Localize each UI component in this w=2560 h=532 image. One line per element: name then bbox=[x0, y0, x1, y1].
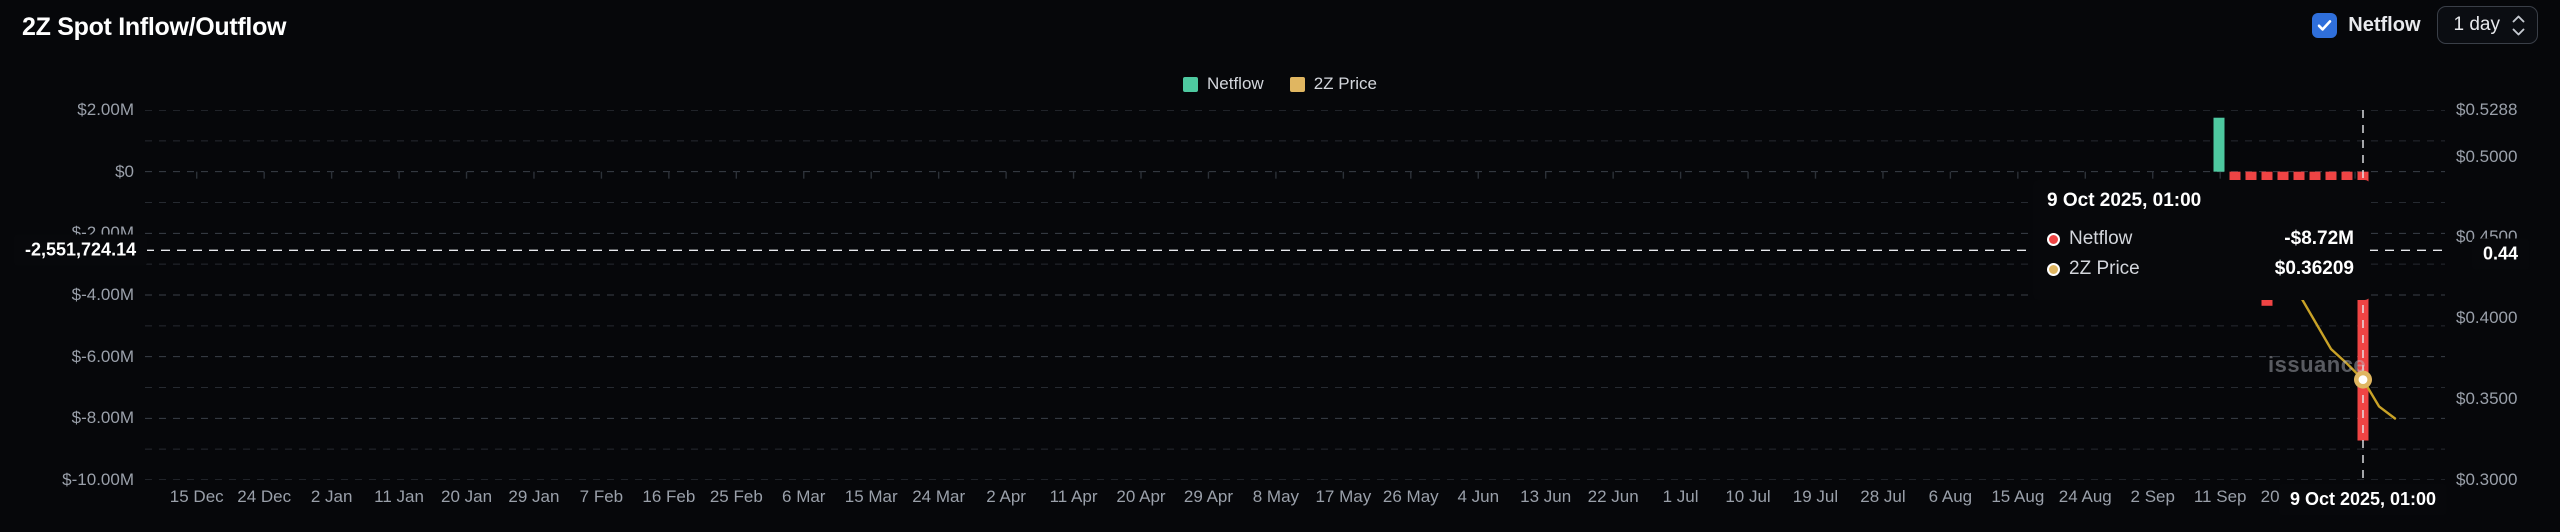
tooltip-value-2z-price: $0.36209 bbox=[2274, 258, 2354, 279]
legend-swatch-2z-price bbox=[1289, 76, 1305, 92]
y-axis-left-tick: $-6.00M bbox=[71, 346, 134, 366]
x-axis-tick: 6 Aug bbox=[1928, 487, 1973, 506]
x-axis: 15 Dec 24 Dec 2 Jan 11 Jan 20 Jan 29 Jan 7 Feb… bbox=[0, 487, 2560, 511]
x-axis-tick: 8 May bbox=[1252, 487, 1300, 506]
y-axis-left-tick: $-8.00M bbox=[71, 408, 134, 428]
y-axis-right-tick: $0.3000 bbox=[2456, 470, 2518, 489]
x-axis-tick: 2 Apr bbox=[986, 487, 1026, 506]
chart-legend: Netflow 2Z Price bbox=[0, 74, 2560, 94]
x-axis-tick: 11 Apr bbox=[1049, 487, 1098, 506]
tooltip-row-netflow: Netflow -$8.72M bbox=[2047, 228, 2354, 250]
tooltip-name-netflow: Netflow bbox=[2069, 228, 2133, 249]
x-axis-tick: 24 Mar bbox=[912, 487, 966, 506]
x-axis-tick: 4 Jun bbox=[1457, 487, 1500, 506]
x-axis-tick: 19 Jul bbox=[1792, 487, 1839, 506]
x-axis-tick: 15 Dec bbox=[169, 487, 224, 506]
x-axis-tick: 13 Jun bbox=[1520, 487, 1572, 506]
legend-label-netflow: Netflow bbox=[1207, 74, 1264, 93]
x-axis-tick: 15 Aug bbox=[1991, 487, 2045, 506]
x-axis-tick: 6 Mar bbox=[782, 487, 826, 506]
tooltip-date: 9 Oct 2025, 01:00 bbox=[2047, 190, 2202, 211]
legend-item-2z-price[interactable]: 2Z Price bbox=[1289, 74, 1377, 94]
y-axis-right-tick: $0.5000 bbox=[2456, 146, 2518, 166]
netflow-checkbox[interactable]: Netflow bbox=[2312, 12, 2421, 38]
tooltip-value-netflow: -$8.72M bbox=[2284, 228, 2354, 249]
y-axis-right-tick: $0.5288 bbox=[2456, 100, 2518, 119]
x-axis-tick: 20 Apr bbox=[1116, 487, 1166, 506]
x-axis-tick: 1 Jul bbox=[1662, 487, 1699, 506]
x-axis-tick: 2 Jan bbox=[310, 487, 353, 506]
x-axis-tick: 29 Apr bbox=[1183, 487, 1234, 506]
x-axis-tick: 11 Sep bbox=[2193, 487, 2247, 506]
crosshair-y-right-badge: 0.44 bbox=[2472, 238, 2530, 270]
chart-tooltip: 9 Oct 2025, 01:00 Netflow -$8.72M 2Z Pri… bbox=[2033, 180, 2370, 300]
spinner-updown-icon[interactable] bbox=[2512, 15, 2525, 36]
x-axis-tick: 15 Mar bbox=[844, 487, 898, 506]
x-axis-tick: 26 May bbox=[1382, 487, 1439, 506]
tooltip-row-2z-price: 2Z Price $0.36209 bbox=[2047, 258, 2354, 280]
x-axis-tick: 16 Feb bbox=[642, 487, 696, 506]
x-axis-tick: 2 Sep bbox=[2130, 487, 2175, 506]
page-header: 2Z Spot Inflow/Outflow Netflow 1 day bbox=[0, 0, 2560, 56]
legend-item-netflow[interactable]: Netflow bbox=[1183, 74, 1264, 94]
x-axis-tick: 11 Jan bbox=[374, 487, 424, 506]
crosshair-y-left-badge: -2,551,724.14 bbox=[14, 234, 148, 266]
interval-select[interactable]: 1 day bbox=[2436, 6, 2538, 44]
y-axis-left-tick: $-4.00M bbox=[71, 285, 134, 304]
crosshair-x-badge: 9 Oct 2025, 01:00 bbox=[2278, 484, 2448, 515]
y-axis-right-tick: $0.3500 bbox=[2456, 389, 2518, 409]
page-title: 2Z Spot Inflow/Outflow bbox=[22, 13, 287, 41]
y-axis-left-tick: $2.00M bbox=[77, 100, 134, 119]
y-axis-right-tick: $0.4000 bbox=[2456, 308, 2518, 328]
x-axis-tick: 22 Jun bbox=[1587, 487, 1639, 506]
x-axis-tick: 7 Feb bbox=[579, 487, 624, 506]
tooltip-name-2z-price: 2Z Price bbox=[2069, 258, 2140, 279]
tooltip-dot-2z-price bbox=[2047, 262, 2060, 276]
x-axis-tick: 29 Jan bbox=[508, 487, 560, 506]
x-axis-tick: 25 Feb bbox=[709, 487, 763, 506]
x-axis-tick: 24 Dec bbox=[237, 487, 292, 506]
x-axis-tick: 17 May bbox=[1315, 487, 1372, 506]
netflow-checkbox-label: Netflow bbox=[2348, 13, 2421, 36]
y-axis-left-tick: $0 bbox=[115, 161, 134, 181]
x-axis-tick: 10 Jul bbox=[1725, 487, 1771, 506]
legend-swatch-netflow bbox=[1183, 76, 1198, 92]
header-controls: Netflow 1 day bbox=[2312, 6, 2538, 44]
interval-select-value: 1 day bbox=[2453, 14, 2500, 35]
checkbox-box[interactable] bbox=[2312, 12, 2338, 38]
x-axis-tick: 28 Jul bbox=[1860, 487, 1906, 506]
legend-label-2z-price: 2Z Price bbox=[1313, 74, 1377, 93]
tooltip-dot-netflow bbox=[2047, 232, 2060, 246]
check-icon bbox=[2317, 19, 2332, 31]
y-axis-left-tick: $-10.00M bbox=[62, 470, 134, 489]
x-axis-tick: 24 Aug bbox=[2058, 487, 2112, 506]
x-axis-tick: 20 Jan bbox=[440, 487, 493, 506]
